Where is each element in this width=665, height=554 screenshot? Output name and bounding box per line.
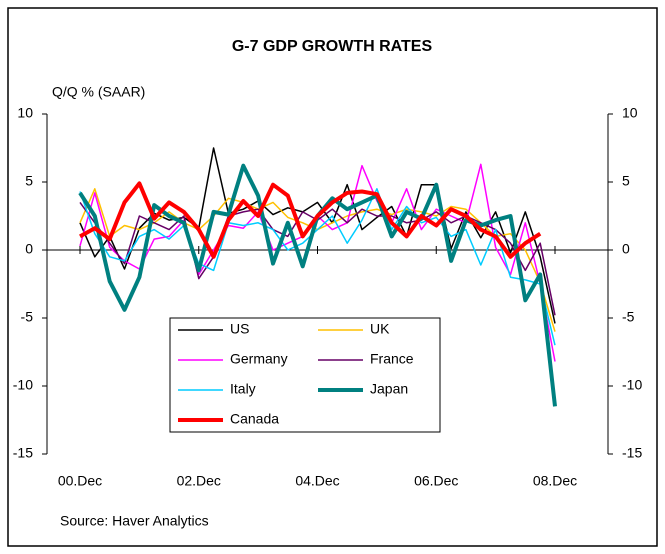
legend — [169, 317, 441, 433]
frame — [7, 7, 658, 547]
y2-tick-label: -15 — [622, 445, 642, 461]
series-line — [79, 181, 542, 259]
x-tick-label: 00.Dec — [58, 473, 102, 489]
y2-tick-label: 5 — [622, 173, 630, 189]
y-tick-label: 5 — [25, 173, 33, 189]
x-tick-label: 02.Dec — [177, 473, 221, 489]
y-tick-label: -15 — [13, 445, 33, 461]
y2-tick-label: -5 — [622, 309, 635, 325]
x-tick-label: 04.Dec — [295, 473, 339, 489]
y2-tick-label: -10 — [622, 377, 642, 393]
y-tick-label: 10 — [17, 105, 33, 121]
legend-label: Italy — [230, 381, 256, 397]
legend-label: Canada — [230, 411, 279, 427]
y-tick-label: -5 — [21, 309, 34, 325]
y2-tick-label: 10 — [622, 105, 638, 121]
legend-label: France — [370, 351, 414, 367]
x-tick-label: 08.Dec — [533, 473, 577, 489]
chart-title: G-7 GDP GROWTH RATES — [232, 38, 433, 55]
legend-label: UK — [370, 321, 390, 337]
legend-label: Germany — [230, 351, 288, 367]
legend-label: US — [230, 321, 249, 337]
y-axis-label: Q/Q % (SAAR) — [52, 84, 145, 100]
x-tick-label: 06.Dec — [414, 473, 458, 489]
series-line — [79, 188, 556, 346]
legend-label: Japan — [370, 381, 408, 397]
y-tick-label: 0 — [25, 241, 33, 257]
y-tick-label: -10 — [13, 377, 33, 393]
source: Source: Haver Analytics — [60, 513, 209, 529]
y2-tick-label: 0 — [622, 241, 630, 257]
